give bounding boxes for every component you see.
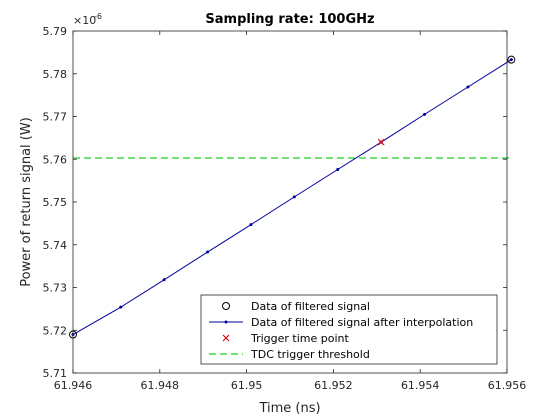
- trigger-point: [377, 138, 385, 146]
- y-tick-label: 5.73: [43, 282, 68, 295]
- filtered-signal-point: [507, 55, 516, 64]
- x-tick-label: 61.946: [54, 379, 93, 392]
- y-tick-label: 5.75: [43, 196, 68, 209]
- interpolated-point: [249, 223, 253, 227]
- x-axis-ticks: 61.946 61.948 61.95 61.952 61.954 61.956: [54, 31, 527, 392]
- y-tick-label: 5.72: [43, 324, 68, 337]
- interpolated-point: [162, 278, 166, 282]
- legend-entry: Data of filtered signal: [222, 300, 370, 313]
- chart-title: Sampling rate: 100GHz: [205, 12, 374, 27]
- y-tick-label: 5.77: [43, 111, 68, 124]
- legend-swatch: [222, 302, 230, 310]
- interpolated-point: [466, 85, 470, 89]
- interpolated-point: [423, 112, 427, 116]
- x-tick-label: 61.956: [488, 379, 527, 392]
- legend-entry: Data of filtered signal after interpolat…: [209, 316, 473, 329]
- x-tick-label: 61.952: [314, 379, 353, 392]
- legend-label: Data of filtered signal after interpolat…: [251, 316, 473, 329]
- plot-content: [69, 55, 516, 339]
- x-axis-label: Time (ns): [258, 401, 320, 416]
- y-tick-label: 5.76: [43, 153, 68, 166]
- y-exponent-base: ×10: [73, 14, 96, 27]
- interpolated-point: [509, 58, 513, 62]
- legend-entry: Trigger time point: [222, 332, 350, 345]
- y-tick-label: 5.74: [43, 239, 68, 252]
- y-axis-ticks: 5.71 5.72 5.73 5.74 5.75 5.76 5.77 5.78 5.79: [43, 25, 507, 380]
- y-tick-label: 5.71: [43, 367, 68, 380]
- legend-label: Data of filtered signal: [251, 300, 370, 313]
- legend-label: TDC trigger threshold: [250, 348, 370, 361]
- interpolated-point: [336, 168, 340, 172]
- y-tick-label: 5.79: [43, 25, 68, 38]
- legend-swatch-dot: [224, 320, 228, 324]
- y-exponent-power: -6: [94, 12, 102, 21]
- interpolated-point: [292, 195, 296, 199]
- legend-entry: TDC trigger threshold: [209, 348, 370, 361]
- y-axis-label: Power of return signal (W): [19, 117, 34, 287]
- x-tick-label: 61.95: [231, 379, 263, 392]
- interpolated-point: [206, 250, 210, 254]
- x-tick-label: 61.954: [401, 379, 440, 392]
- legend-label: Trigger time point: [250, 332, 350, 345]
- y-axis-exponent: ×10 -6: [73, 12, 102, 27]
- legend-swatch: [222, 334, 230, 342]
- x-tick-label: 61.948: [141, 379, 180, 392]
- legend: Data of filtered signal Data of filtered …: [200, 294, 498, 365]
- y-tick-label: 5.78: [43, 68, 68, 81]
- legend-box: [200, 294, 498, 365]
- interpolated-point: [119, 305, 123, 309]
